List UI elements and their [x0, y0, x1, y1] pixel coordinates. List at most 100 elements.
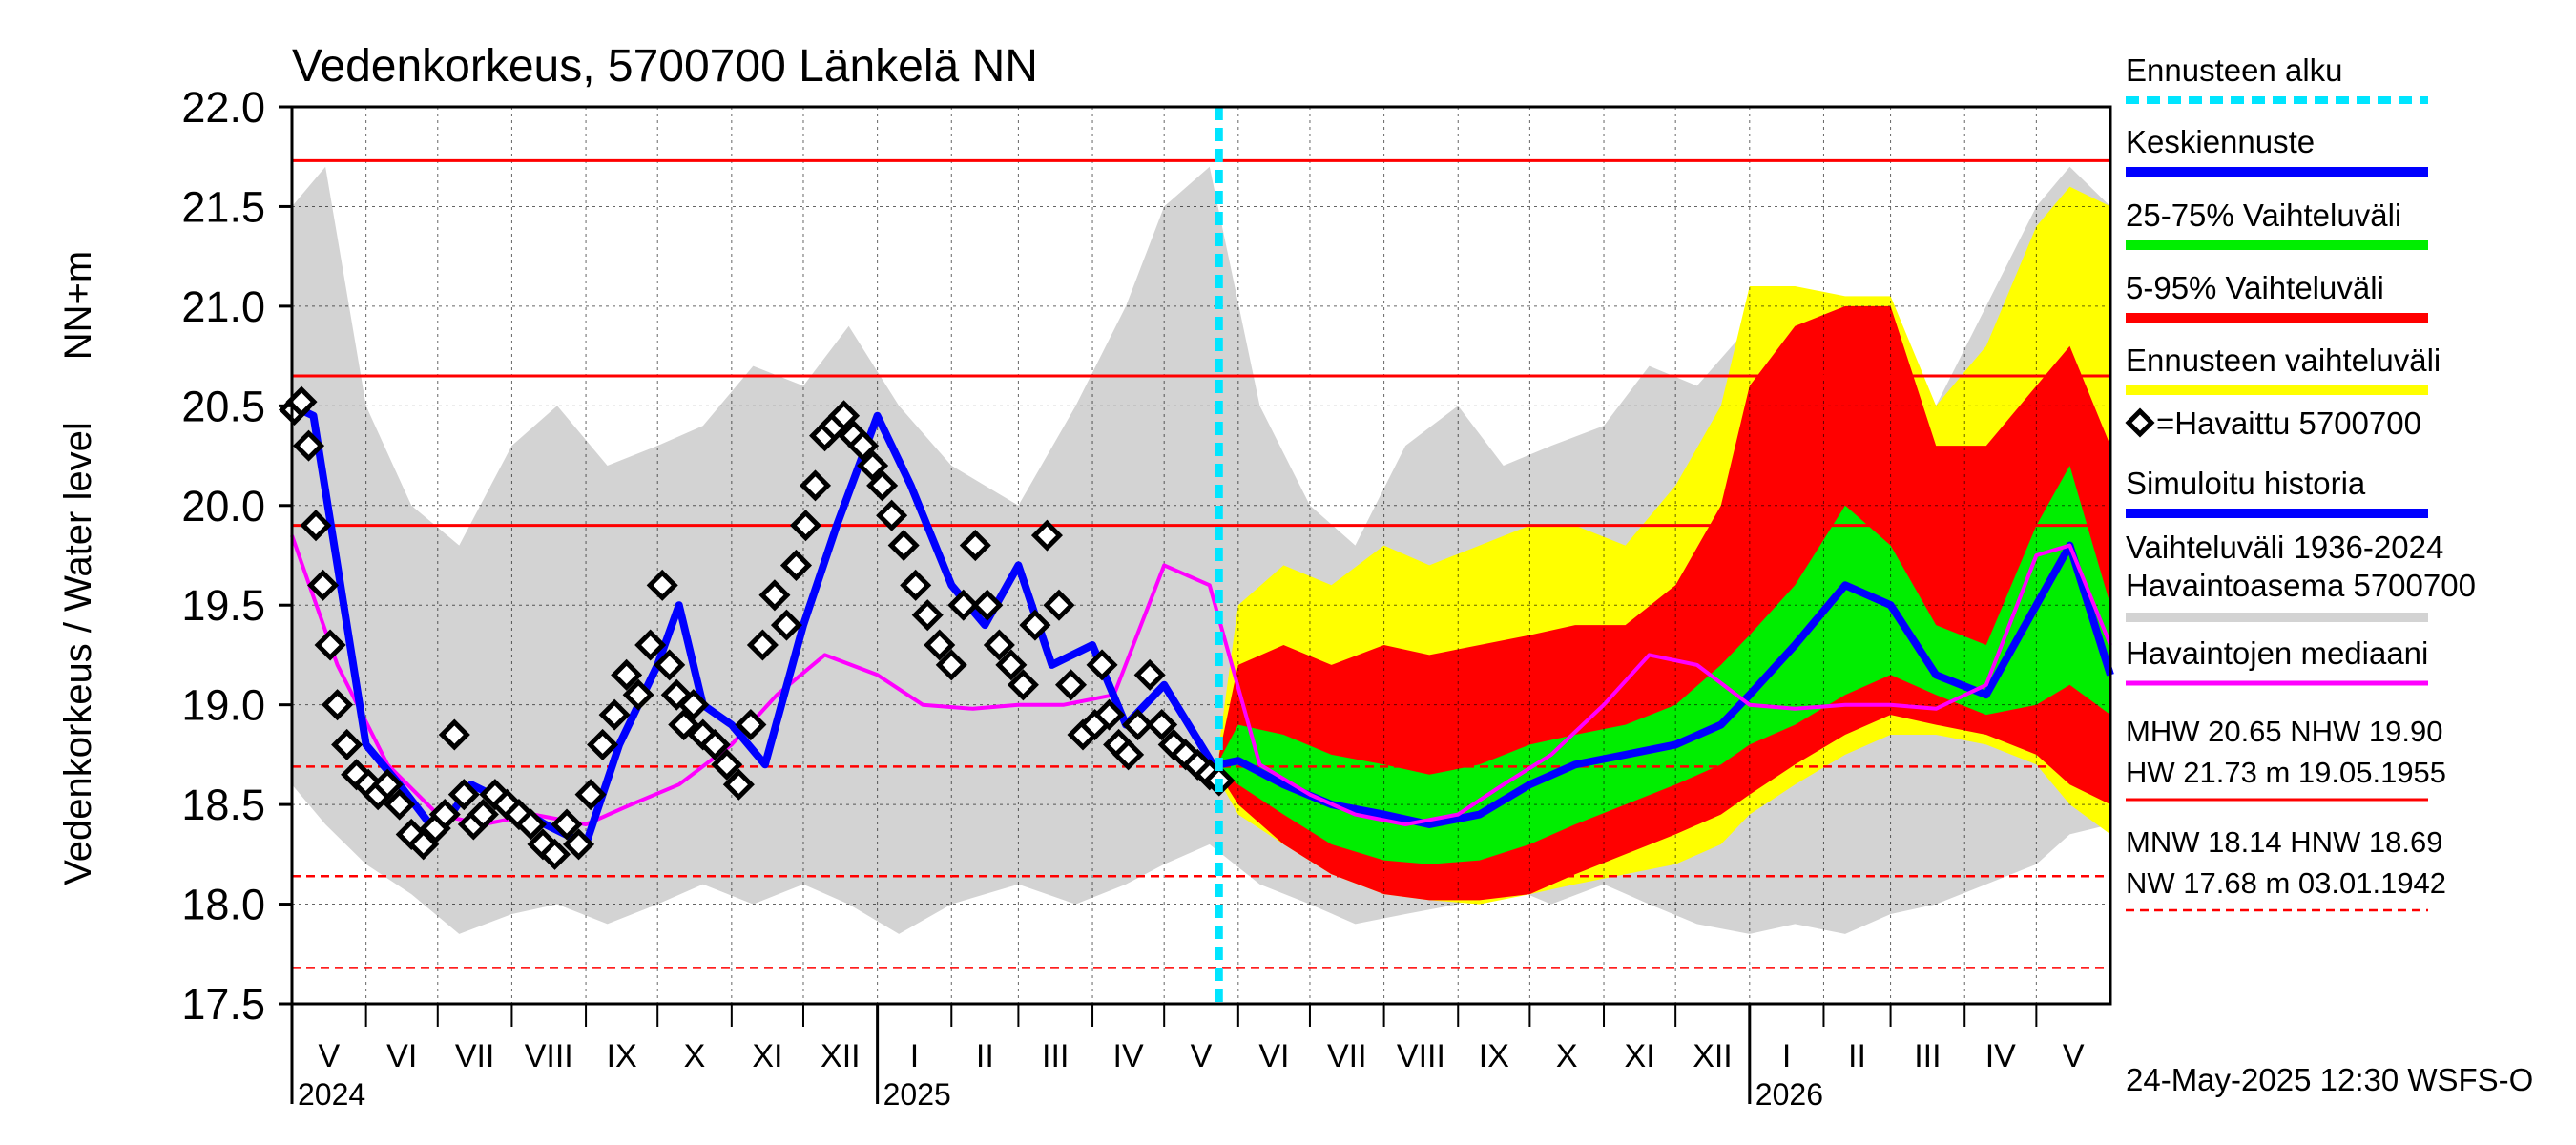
observed-point	[428, 799, 461, 831]
observed-point	[900, 569, 932, 601]
legend-label-8: Havaintojen mediaani	[2126, 635, 2428, 671]
legend-label-7-b: Havaintoasema 5700700	[2126, 568, 2476, 603]
observed-point	[857, 449, 889, 482]
legend-label-6: Simuloitu historia	[2126, 466, 2366, 501]
stats-line-2: HW 21.73 m 19.05.1955	[2126, 756, 2446, 789]
observed-point	[331, 728, 364, 760]
legend: Ennusteen alku Keskiennuste 25-75% Vaihtel…	[2125, 52, 2476, 686]
observed-point	[1030, 519, 1063, 552]
month-label-2: VII	[455, 1038, 495, 1074]
y-tick-label-6: 20.5	[181, 382, 265, 430]
legend-label-4: Ennusteen vaihteluväli	[2126, 343, 2441, 378]
month-label-23: IV	[1985, 1038, 2016, 1074]
y-axis-unit-label: NN+m	[57, 251, 99, 360]
observed-point	[611, 658, 643, 691]
month-label-14: VII	[1327, 1038, 1367, 1074]
legend-label-5: =Havaittu 5700700	[2156, 406, 2421, 441]
observed-point	[770, 609, 802, 641]
observed-point	[746, 629, 779, 661]
observed-point	[563, 828, 595, 861]
band-2	[1218, 305, 2110, 901]
y-tick-label-1: 18.0	[181, 881, 265, 929]
observed-point	[1122, 709, 1154, 741]
y-axis-label: Vedenkorkeus / Water level	[57, 422, 99, 885]
footer-timestamp: 24-May-2025 12:30 WSFS-O	[2126, 1062, 2533, 1097]
month-label-9: II	[976, 1038, 994, 1074]
legend-label-2: 25-75% Vaihteluväli	[2126, 198, 2401, 233]
chart-title: Vedenkorkeus, 5700700 Länkelä NN	[292, 41, 1038, 92]
observed-point	[1007, 669, 1039, 701]
month-label-15: VIII	[1397, 1038, 1445, 1074]
month-label-5: X	[684, 1038, 706, 1074]
observed-point	[983, 629, 1015, 661]
legend-label-0: Ennusteen alku	[2126, 52, 2343, 88]
y-axis-ticks: 17.5 18.0 18.5 19.0 19.5 20.0 20.5 21.0 21.5 22.0	[181, 83, 292, 1029]
observed-point	[887, 530, 920, 562]
observed-point	[646, 569, 678, 601]
observed-point	[467, 799, 499, 831]
observed-point	[799, 469, 832, 502]
observed-point	[947, 589, 980, 621]
series-line-4	[1217, 541, 2114, 828]
observed-point	[971, 589, 1004, 621]
observed-point	[622, 678, 654, 711]
observed-point	[1086, 649, 1118, 681]
observed-point	[371, 768, 404, 801]
y-tick-label-0: 17.5	[181, 980, 265, 1029]
observed-point	[876, 499, 908, 531]
month-label-10: III	[1042, 1038, 1069, 1074]
observed-point	[322, 689, 354, 721]
observed-markers	[278, 385, 1236, 870]
observed-point	[847, 429, 880, 462]
month-label-6: XI	[752, 1038, 782, 1074]
year-label-0: 2024	[298, 1077, 365, 1112]
observed-point	[314, 629, 346, 661]
observed-point	[735, 709, 767, 741]
observed-point	[598, 698, 631, 731]
observed-point	[587, 728, 619, 760]
observed-point	[698, 728, 731, 760]
month-label-18: XI	[1625, 1038, 1655, 1074]
y-tick-label-2: 18.5	[181, 781, 265, 829]
plot-frame	[290, 105, 2112, 1006]
month-label-3: VIII	[525, 1038, 573, 1074]
observed-point	[574, 779, 607, 811]
year-label-1: 2025	[883, 1077, 951, 1112]
y-tick-label-8: 21.5	[181, 182, 265, 231]
month-label-7: XII	[821, 1038, 861, 1074]
month-label-19: XII	[1693, 1038, 1733, 1074]
legend-label-1: Keskiennuste	[2126, 124, 2315, 159]
stats-line-3: MNW 18.14 HNW 18.69	[2126, 825, 2443, 859]
observed-point	[677, 689, 710, 721]
observed-point	[447, 779, 480, 811]
observed-point	[711, 748, 743, 781]
observed-point	[668, 709, 700, 741]
observed-point	[959, 530, 991, 562]
observed-point	[924, 629, 956, 661]
observed-point	[722, 768, 755, 801]
stats-line-1: MHW 20.65 NHW 19.90	[2126, 715, 2443, 748]
observed-point	[789, 510, 822, 542]
month-label-17: X	[1556, 1038, 1578, 1074]
y-tick-label-5: 20.0	[181, 482, 265, 531]
observed-point	[438, 718, 470, 751]
observed-point	[935, 649, 967, 681]
observed-point	[779, 549, 813, 581]
band-3	[1218, 466, 2110, 864]
legend-label-7: Vaihteluväli 1936-2024	[2126, 530, 2443, 565]
observed-point	[911, 599, 944, 632]
month-label-13: VI	[1258, 1038, 1289, 1074]
month-label-11: IV	[1113, 1038, 1144, 1074]
y-tick-label-4: 19.5	[181, 581, 265, 630]
observed-point	[292, 429, 325, 462]
month-label-0: V	[318, 1038, 340, 1074]
observed-point	[1043, 589, 1075, 621]
y-tick-label-9: 22.0	[181, 83, 265, 132]
month-label-20: I	[1782, 1038, 1791, 1074]
observed-point	[828, 400, 861, 432]
legend-marker-5	[2125, 407, 2155, 438]
month-label-1: VI	[386, 1038, 417, 1074]
observed-point	[384, 788, 416, 821]
observed-point	[995, 649, 1028, 681]
month-label-22: III	[1914, 1038, 1941, 1074]
